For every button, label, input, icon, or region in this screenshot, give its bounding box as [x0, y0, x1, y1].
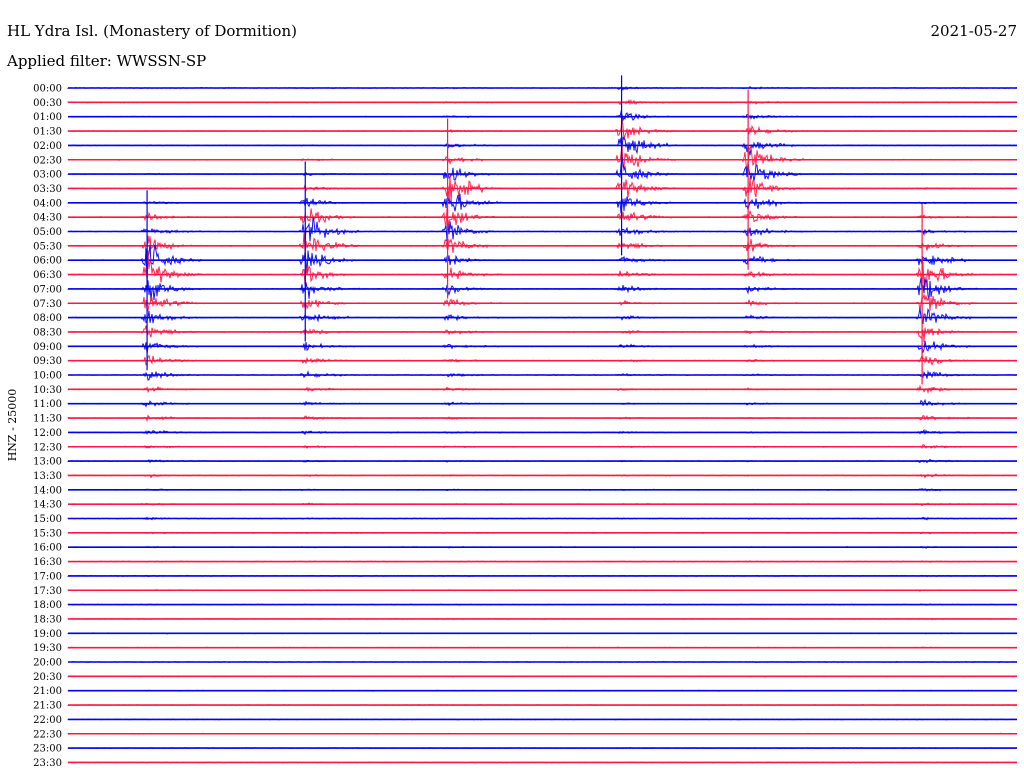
time-tick-label: 18:00	[33, 600, 62, 611]
time-tick-label: 14:00	[33, 485, 62, 496]
time-tick-label: 13:30	[33, 471, 62, 482]
time-tick-label: 09:30	[33, 356, 62, 367]
time-tick-label: 21:30	[33, 701, 62, 712]
time-tick-label: 13:00	[33, 457, 62, 468]
time-tick-label: 01:00	[33, 112, 62, 123]
time-tick-label: 09:00	[33, 342, 62, 353]
time-tick-label: 07:00	[33, 284, 62, 295]
time-tick-label: 11:30	[33, 414, 62, 425]
chart-title: HL Ydra Isl. (Monastery of Dormition)	[7, 22, 297, 40]
time-tick-label: 14:30	[33, 500, 62, 511]
time-tick-label: 10:00	[33, 371, 62, 382]
time-tick-label: 15:30	[33, 528, 62, 539]
time-tick-label: 17:30	[33, 586, 62, 597]
time-tick-label: 01:30	[33, 127, 62, 138]
time-tick-label: 12:00	[33, 428, 62, 439]
time-tick-label: 19:30	[33, 643, 62, 654]
time-tick-label: 19:00	[33, 629, 62, 640]
time-tick-label: 06:30	[33, 270, 62, 281]
time-tick-label: 21:00	[33, 686, 62, 697]
time-tick-labels: 00:00 00:30 01:00 01:30 02:00 02:30 03:00 03:30…	[33, 84, 62, 769]
time-tick-label: 03:00	[33, 170, 62, 181]
time-tick-label: 16:30	[33, 557, 62, 568]
time-tick-label: 10:30	[33, 385, 62, 396]
time-tick-label: 22:30	[33, 729, 62, 740]
time-tick-label: 11:00	[33, 399, 62, 410]
time-tick-label: 02:30	[33, 155, 62, 166]
time-tick-label: 23:00	[33, 744, 62, 755]
time-tick-label: 02:00	[33, 141, 62, 152]
time-tick-label: 04:00	[33, 198, 62, 209]
time-tick-label: 07:30	[33, 299, 62, 310]
time-tick-label: 00:00	[33, 84, 62, 95]
time-tick-label: 20:30	[33, 672, 62, 683]
time-tick-label: 12:30	[33, 442, 62, 453]
chart-subtitle: Applied filter: WWSSN-SP	[6, 52, 206, 70]
time-tick-label: 05:30	[33, 241, 62, 252]
time-tick-label: 08:30	[33, 327, 62, 338]
time-tick-label: 03:30	[33, 184, 62, 195]
time-tick-label: 00:30	[33, 98, 62, 109]
time-tick-label: 04:30	[33, 213, 62, 224]
time-tick-label: 23:30	[33, 758, 62, 769]
trace-group	[67, 75, 1018, 764]
chart-date: 2021-05-27	[931, 22, 1017, 40]
time-tick-label: 17:00	[33, 571, 62, 582]
time-tick-label: 06:00	[33, 256, 62, 267]
y-axis-label: HNZ - 25000	[6, 389, 19, 462]
time-tick-label: 15:00	[33, 514, 62, 525]
time-tick-label: 08:00	[33, 313, 62, 324]
time-tick-label: 20:00	[33, 658, 62, 669]
time-tick-label: 05:00	[33, 227, 62, 238]
time-tick-label: 16:00	[33, 543, 62, 554]
time-tick-label: 18:30	[33, 614, 62, 625]
time-tick-label: 22:00	[33, 715, 62, 726]
